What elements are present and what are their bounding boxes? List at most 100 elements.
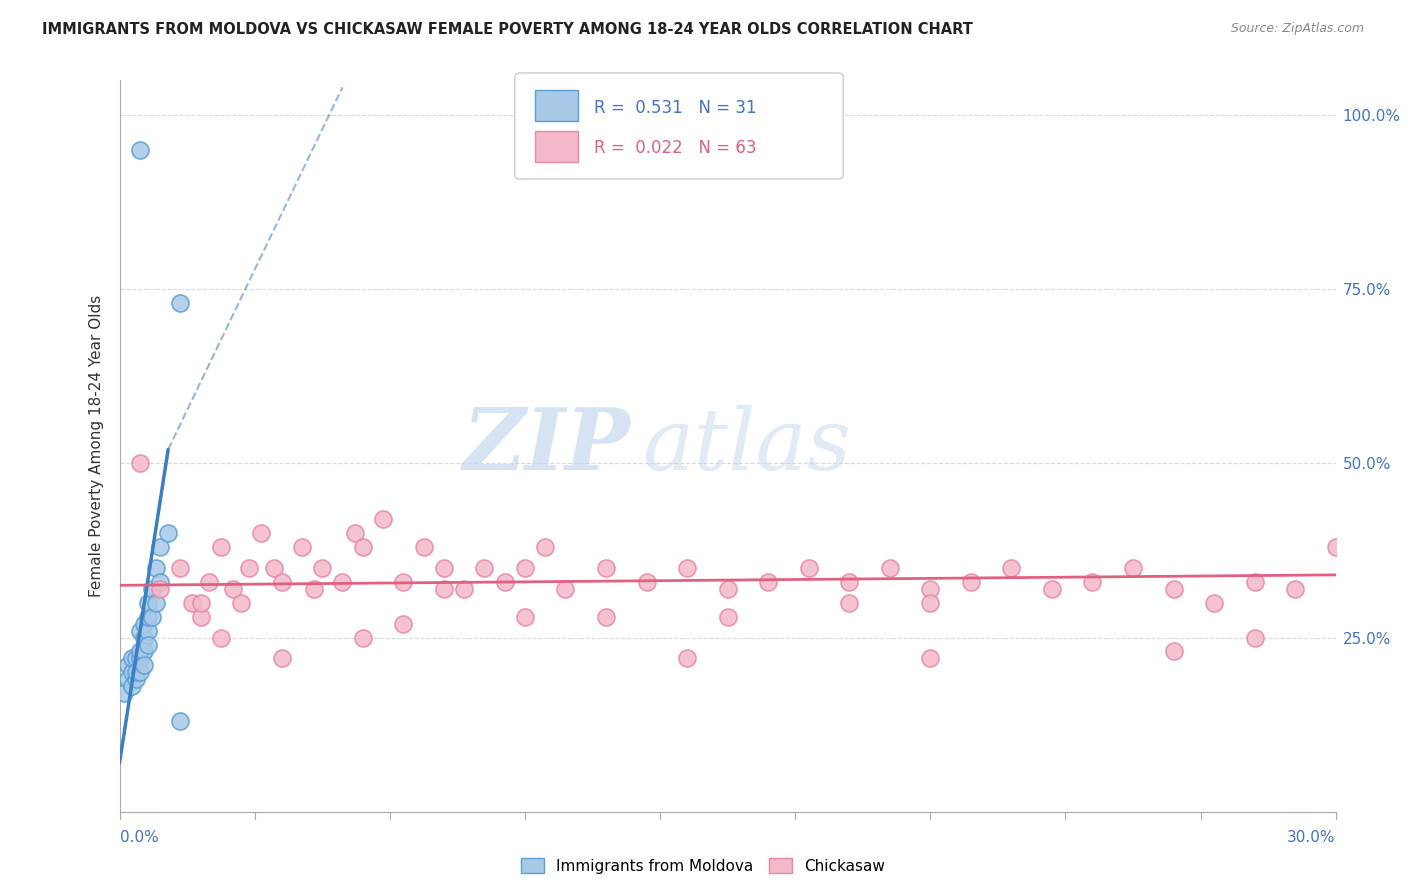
Point — [136, 609, 159, 624]
Point — [717, 582, 740, 596]
Point — [121, 679, 143, 693]
Point — [270, 651, 292, 665]
Text: atlas: atlas — [643, 405, 852, 487]
Point — [169, 714, 191, 728]
Point — [595, 609, 617, 624]
Point — [920, 582, 942, 596]
Point — [112, 686, 135, 700]
Y-axis label: Female Poverty Among 18-24 Year Olds: Female Poverty Among 18-24 Year Olds — [89, 295, 104, 597]
Point — [291, 540, 314, 554]
Point — [136, 596, 159, 610]
Point — [128, 651, 150, 665]
Point — [636, 574, 658, 589]
Point — [141, 582, 163, 596]
Point — [453, 582, 475, 596]
Point — [1163, 644, 1185, 658]
Point — [392, 616, 415, 631]
Point — [149, 574, 172, 589]
Point — [117, 658, 139, 673]
Point — [181, 596, 204, 610]
Point — [302, 582, 325, 596]
Point — [132, 658, 155, 673]
Point — [125, 673, 148, 687]
Point — [128, 644, 150, 658]
Point — [1284, 582, 1306, 596]
Point — [332, 574, 354, 589]
Text: IMMIGRANTS FROM MOLDOVA VS CHICKASAW FEMALE POVERTY AMONG 18-24 YEAR OLDS CORREL: IMMIGRANTS FROM MOLDOVA VS CHICKASAW FEM… — [42, 22, 973, 37]
Point — [121, 651, 143, 665]
Point — [136, 624, 159, 638]
Point — [412, 540, 434, 554]
Point — [513, 609, 536, 624]
Point — [513, 561, 536, 575]
Point — [797, 561, 820, 575]
Point — [141, 609, 163, 624]
Point — [121, 665, 143, 680]
Point — [343, 526, 366, 541]
Point — [1122, 561, 1144, 575]
Point — [676, 561, 699, 575]
Point — [472, 561, 496, 575]
Point — [1243, 574, 1265, 589]
Point — [838, 574, 860, 589]
FancyBboxPatch shape — [536, 90, 578, 120]
Point — [145, 561, 167, 575]
Point — [352, 631, 374, 645]
Point — [494, 574, 516, 589]
Point — [1324, 540, 1347, 554]
Point — [534, 540, 557, 554]
Text: R =  0.022   N = 63: R = 0.022 N = 63 — [593, 139, 756, 157]
Point — [117, 673, 139, 687]
Legend: Immigrants from Moldova, Chickasaw: Immigrants from Moldova, Chickasaw — [515, 852, 891, 880]
Point — [263, 561, 285, 575]
Point — [222, 582, 245, 596]
Point — [128, 143, 150, 157]
Point — [1204, 596, 1226, 610]
Text: ZIP: ZIP — [463, 404, 630, 488]
Text: 0.0%: 0.0% — [120, 830, 159, 845]
Point — [838, 596, 860, 610]
Point — [128, 624, 150, 638]
Point — [190, 609, 212, 624]
Point — [371, 512, 394, 526]
Point — [169, 561, 191, 575]
Point — [392, 574, 415, 589]
Point — [231, 596, 253, 610]
Text: Source: ZipAtlas.com: Source: ZipAtlas.com — [1230, 22, 1364, 36]
Point — [149, 582, 172, 596]
Point — [169, 296, 191, 310]
Point — [1243, 631, 1265, 645]
Point — [1040, 582, 1063, 596]
Text: R =  0.531   N = 31: R = 0.531 N = 31 — [593, 99, 756, 117]
Point — [311, 561, 333, 575]
FancyBboxPatch shape — [536, 131, 578, 162]
Point — [879, 561, 901, 575]
Point — [1163, 582, 1185, 596]
Point — [920, 651, 942, 665]
Point — [128, 457, 150, 471]
Point — [433, 561, 456, 575]
Point — [433, 582, 456, 596]
Point — [920, 596, 942, 610]
Point — [128, 665, 150, 680]
Point — [145, 596, 167, 610]
Point — [190, 596, 212, 610]
Point — [960, 574, 983, 589]
Point — [209, 631, 232, 645]
Point — [250, 526, 273, 541]
Point — [125, 665, 148, 680]
Point — [132, 644, 155, 658]
Point — [595, 561, 617, 575]
Point — [125, 651, 148, 665]
Point — [197, 574, 219, 589]
Point — [136, 638, 159, 652]
Point — [1000, 561, 1022, 575]
Point — [270, 574, 292, 589]
Point — [1081, 574, 1104, 589]
Point — [352, 540, 374, 554]
Point — [554, 582, 576, 596]
Point — [132, 616, 155, 631]
Point — [132, 631, 155, 645]
Point — [209, 540, 232, 554]
FancyBboxPatch shape — [515, 73, 844, 179]
